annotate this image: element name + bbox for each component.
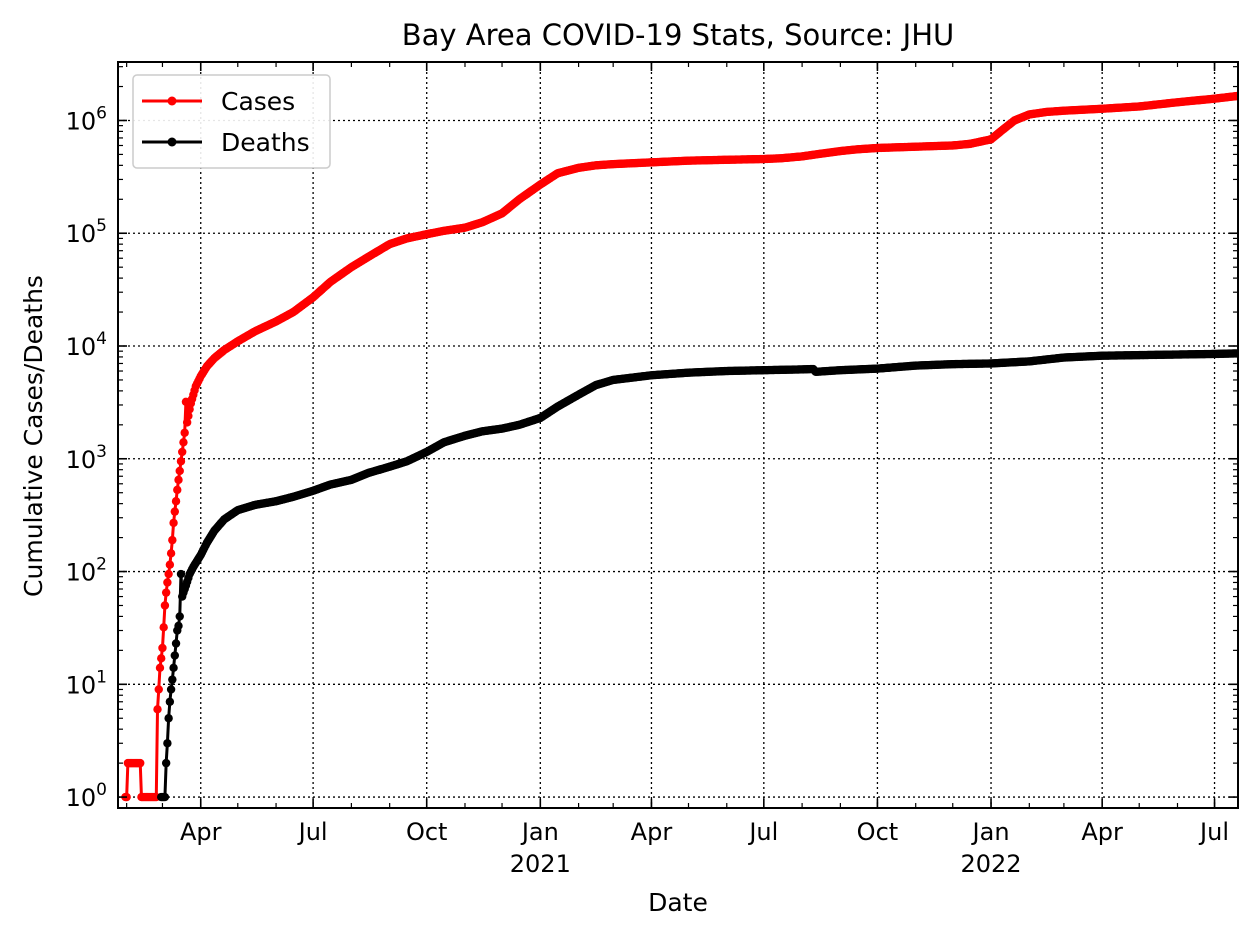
legend-box xyxy=(132,74,331,169)
data-point xyxy=(180,428,189,437)
x-tick-label: Apr xyxy=(180,818,222,846)
x-tick-label: Jan xyxy=(971,818,1010,846)
grid-lines xyxy=(118,62,1238,808)
data-point xyxy=(166,549,176,558)
data-point xyxy=(157,654,166,663)
y-axis-label: Cumulative Cases/Deaths xyxy=(19,275,48,597)
series-deaths xyxy=(157,349,1238,802)
data-point xyxy=(169,518,178,528)
y-tick-exponent: 1 xyxy=(96,667,107,687)
x-tick-year-label: 2021 xyxy=(510,850,571,878)
x-tick-label: Jan xyxy=(520,818,559,846)
x-axis-label: Date xyxy=(648,888,708,917)
y-tick-label: 104 xyxy=(66,329,107,361)
data-point xyxy=(182,418,192,427)
y-tick-label: 105 xyxy=(66,216,107,248)
data-point xyxy=(170,651,179,660)
series-cases xyxy=(121,91,1238,802)
plot-area xyxy=(121,91,1238,802)
legend-swatch-marker xyxy=(167,96,177,106)
y-tick-base: 10 xyxy=(66,784,97,812)
y-tick-exponent: 3 xyxy=(96,442,107,462)
y-tick-base: 10 xyxy=(66,671,97,699)
data-point xyxy=(171,639,181,648)
y-tick-base: 10 xyxy=(66,220,97,248)
data-point xyxy=(176,569,186,579)
y-tick-base: 10 xyxy=(66,107,97,135)
data-point xyxy=(179,438,188,447)
y-tick-base: 10 xyxy=(66,559,97,587)
data-point xyxy=(165,697,175,706)
y-tick-exponent: 4 xyxy=(96,329,107,349)
data-point xyxy=(155,663,165,673)
data-point xyxy=(164,569,173,579)
data-point xyxy=(168,535,177,545)
series-line-cases xyxy=(125,94,1238,799)
x-tick-year-label: 2022 xyxy=(960,850,1021,878)
x-tick-label: Jul xyxy=(747,818,778,846)
data-point xyxy=(166,685,176,694)
data-point xyxy=(174,621,183,631)
y-tick-label: 101 xyxy=(66,667,107,699)
y-tick-label: 106 xyxy=(66,103,107,135)
y-tick-exponent: 0 xyxy=(96,780,107,800)
data-point xyxy=(163,578,172,587)
x-tick-label: Apr xyxy=(1081,818,1123,846)
data-point xyxy=(161,758,171,768)
data-point xyxy=(168,675,177,684)
legend-label: Cases xyxy=(221,87,295,116)
data-point xyxy=(154,685,163,694)
legend-swatch-marker xyxy=(167,137,177,147)
y-tick-label: 103 xyxy=(66,442,107,474)
data-point xyxy=(170,507,179,516)
data-point xyxy=(175,612,184,621)
data-point xyxy=(176,457,186,466)
y-tick-label: 102 xyxy=(66,555,107,587)
data-point xyxy=(165,560,175,569)
y-tick-exponent: 5 xyxy=(96,216,107,236)
x-tick-label: Jul xyxy=(297,818,328,846)
y-tick-base: 10 xyxy=(66,446,97,474)
x-tick-label: Oct xyxy=(406,818,448,846)
axes-frame xyxy=(117,61,1239,809)
legend-label: Deaths xyxy=(221,128,310,157)
data-point xyxy=(163,739,172,748)
data-point xyxy=(164,714,173,723)
series-line-deaths xyxy=(161,351,1238,799)
data-point xyxy=(169,663,178,673)
data-point xyxy=(159,623,168,632)
data-point xyxy=(160,792,170,802)
data-point xyxy=(175,466,184,476)
data-point xyxy=(171,497,181,506)
x-tick-label: Oct xyxy=(857,818,899,846)
data-point xyxy=(136,758,145,768)
y-tick-exponent: 6 xyxy=(96,103,107,123)
x-tick-label: Apr xyxy=(631,818,673,846)
data-point xyxy=(173,485,182,495)
data-point xyxy=(161,588,171,597)
legend: Cases Deaths xyxy=(132,74,331,169)
data-point xyxy=(153,705,162,714)
y-tick-base: 10 xyxy=(66,333,97,361)
data-point xyxy=(184,411,193,421)
data-point xyxy=(158,643,167,653)
y-tick-label: 100 xyxy=(66,780,107,812)
data-point xyxy=(174,475,183,485)
x-tick-label: Jul xyxy=(1198,818,1229,846)
y-tick-exponent: 2 xyxy=(96,555,107,575)
data-point xyxy=(1233,91,1238,101)
data-point xyxy=(160,601,170,610)
data-point xyxy=(178,447,187,457)
chart-title: Bay Area COVID-19 Stats, Source: JHU xyxy=(402,18,955,52)
